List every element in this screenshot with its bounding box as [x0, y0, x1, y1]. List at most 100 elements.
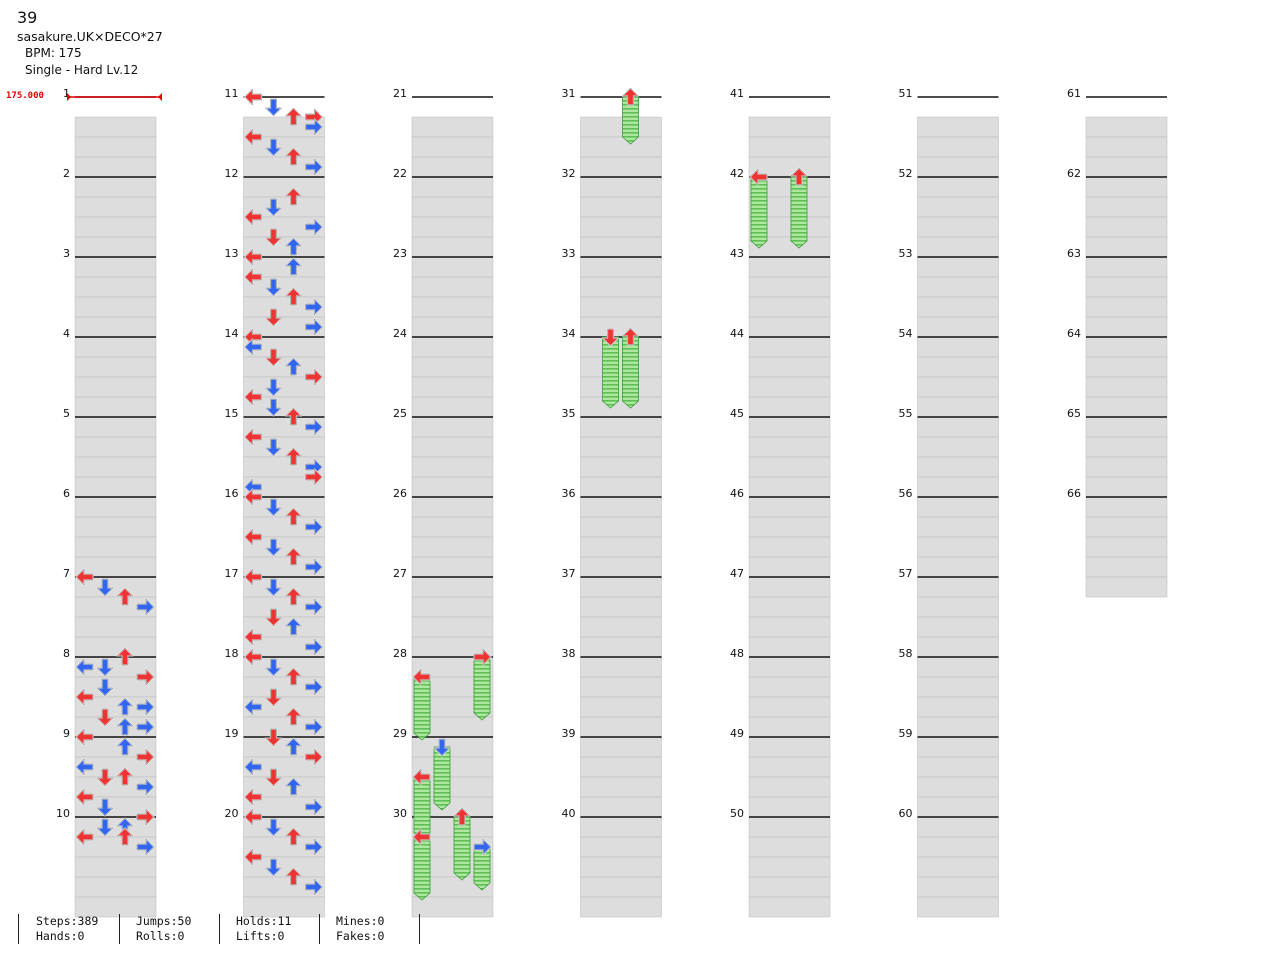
step-arrow: [264, 768, 283, 787]
step-arrow: [116, 647, 134, 666]
beat-band: [917, 716, 999, 738]
measure-number: 19: [225, 727, 239, 740]
beat-band: [748, 116, 831, 138]
step-arrow: [264, 578, 283, 597]
beat-band: [1085, 516, 1168, 538]
step-arrow: [116, 767, 134, 786]
beat-band: [580, 396, 662, 418]
step-arrow: [96, 678, 114, 697]
step-arrow: [264, 818, 283, 837]
beat-band: [580, 216, 662, 238]
beat-band: [748, 416, 831, 438]
measure-number: 66: [1067, 487, 1081, 500]
step-arrow: [749, 168, 768, 186]
hold-note: [473, 656, 491, 721]
beat-band: [411, 296, 494, 318]
measure-number: 9: [63, 727, 70, 740]
step-arrow: [75, 688, 94, 706]
beat-band: [1085, 136, 1168, 158]
step-arrow: [243, 808, 263, 826]
beat-band: [411, 276, 494, 298]
step-arrow: [264, 378, 283, 397]
beat-band: [917, 876, 999, 898]
step-arrow: [116, 697, 134, 716]
measure-number: 3: [63, 247, 70, 260]
measure-number: 63: [1067, 247, 1081, 260]
beat-band: [74, 376, 157, 398]
step-arrow: [243, 648, 263, 666]
step-arrow: [284, 617, 303, 636]
measure-number: 22: [393, 167, 407, 180]
step-arrow: [601, 328, 620, 347]
step-arrow: [243, 248, 263, 266]
beat-band: [748, 696, 831, 718]
step-arrow: [96, 578, 114, 597]
hold-note: [413, 676, 431, 741]
measure-number: 40: [562, 807, 576, 820]
beat-band: [1085, 556, 1168, 578]
beat-band: [74, 876, 157, 898]
beat-band: [748, 736, 831, 758]
beat-band: [1085, 116, 1168, 138]
measure-number: 42: [730, 167, 744, 180]
stat-mines: Mines:0: [336, 914, 385, 928]
step-arrow: [243, 328, 263, 346]
beat-band: [1085, 456, 1168, 478]
measure-number: 36: [562, 487, 576, 500]
step-arrow: [264, 348, 283, 367]
step-arrow: [284, 737, 303, 756]
measure-number: 54: [899, 327, 913, 340]
beat-band: [917, 616, 999, 638]
step-arrow: [304, 598, 324, 616]
beat-band: [411, 256, 494, 278]
step-arrow: [412, 668, 431, 686]
beat-band: [580, 616, 662, 638]
bpm-change-tick: [158, 93, 162, 101]
step-arrow: [304, 158, 324, 176]
beat-band: [580, 416, 662, 438]
beat-band: [411, 396, 494, 418]
step-arrow: [304, 218, 324, 236]
beat-band: [411, 596, 494, 618]
measure-number: 60: [899, 807, 913, 820]
beat-band: [74, 136, 157, 158]
step-arrow: [264, 278, 283, 297]
beat-band: [580, 456, 662, 478]
beat-band: [917, 116, 999, 138]
beat-band: [74, 396, 157, 418]
measure-number: 20: [225, 807, 239, 820]
beat-band: [580, 636, 662, 658]
step-arrow: [136, 598, 155, 616]
beat-band: [748, 476, 831, 498]
measure-number: 39: [562, 727, 576, 740]
beat-band: [917, 536, 999, 558]
measure-number: 17: [225, 567, 239, 580]
beat-band: [748, 856, 831, 878]
beat-band: [1085, 316, 1168, 338]
measure-number: 14: [225, 327, 239, 340]
measure-number: 13: [225, 247, 239, 260]
measure-number: 5: [63, 407, 70, 420]
step-arrow: [264, 308, 283, 327]
beat-band: [74, 116, 157, 138]
beat-band: [917, 556, 999, 578]
beat-band: [411, 356, 494, 378]
hold-note: [453, 816, 471, 881]
step-arrow: [136, 838, 155, 856]
beat-band: [917, 356, 999, 378]
step-arrow: [621, 327, 640, 346]
measure-number: 16: [225, 487, 239, 500]
beat-band: [411, 536, 494, 558]
beat-band: [917, 676, 999, 698]
measure-number: 55: [899, 407, 913, 420]
beat-band: [917, 316, 999, 338]
measure-number: 61: [1067, 87, 1081, 100]
step-arrow: [96, 818, 114, 837]
beat-band: [74, 256, 157, 278]
step-arrow: [473, 648, 492, 666]
hold-note: [602, 336, 619, 409]
beat-band: [411, 736, 494, 758]
beat-band: [74, 336, 157, 358]
beat-band: [917, 496, 999, 518]
step-arrow: [284, 147, 303, 166]
